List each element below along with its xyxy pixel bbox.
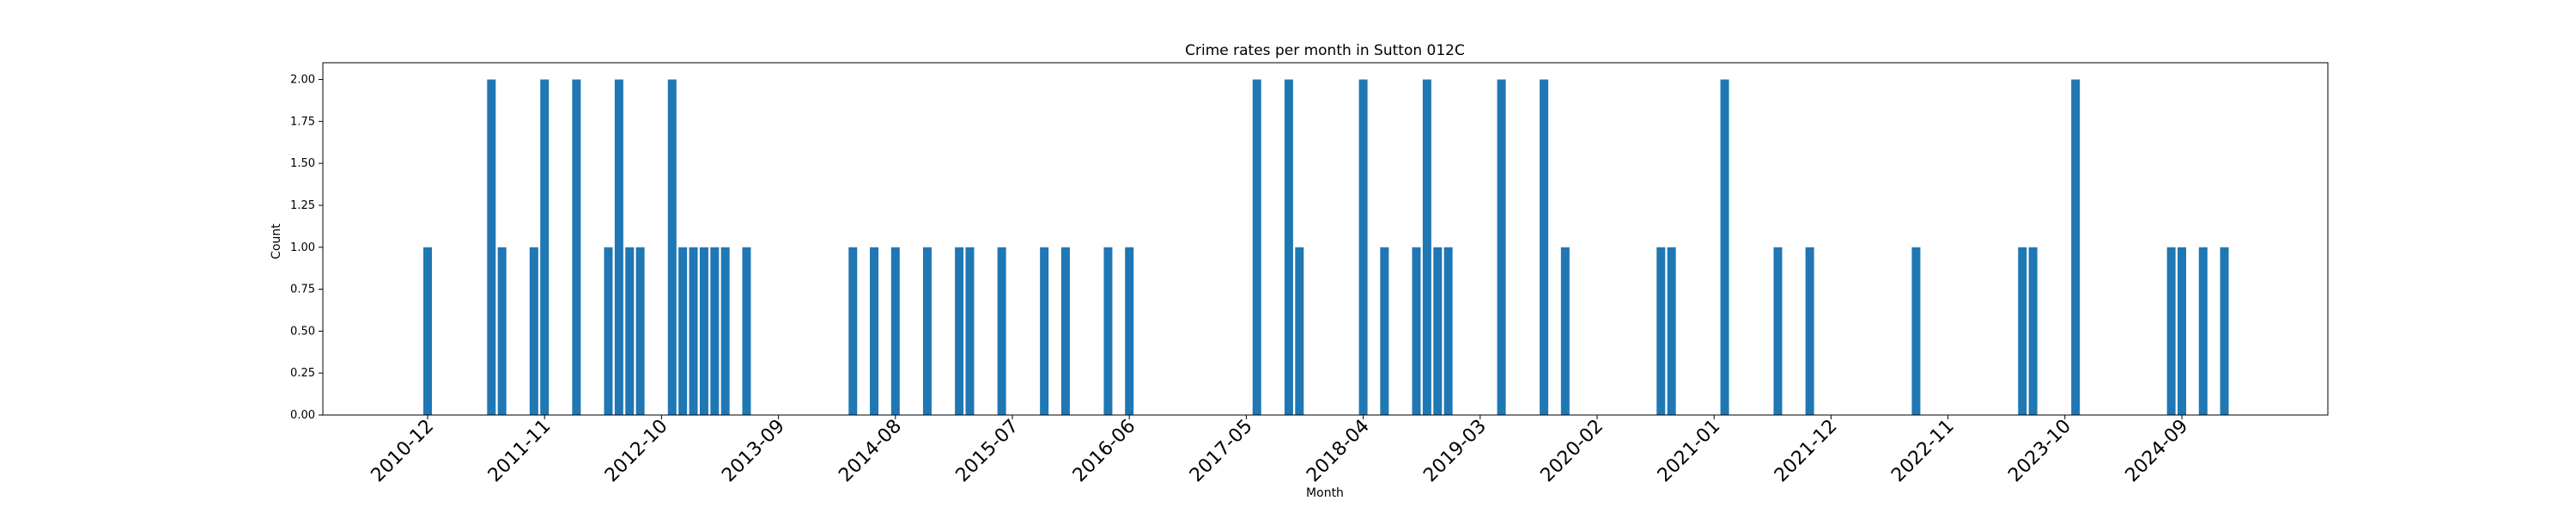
bar-2012-05 <box>604 247 613 415</box>
bar-2016-06 <box>1125 247 1134 415</box>
bars-group <box>423 79 2229 416</box>
bar-2013-02 <box>699 247 708 415</box>
x-tick-label: 2014-08 <box>835 416 906 487</box>
x-tick-label: 2013-09 <box>718 416 789 487</box>
bar-2023-06 <box>2018 247 2027 415</box>
bar-2018-04 <box>1358 79 1368 416</box>
bar-2011-10 <box>529 247 538 415</box>
bar-2018-09 <box>1412 247 1421 415</box>
y-tick-label: 1.00 <box>290 241 315 254</box>
y-tick-label: 0.75 <box>290 284 315 296</box>
x-tick-label: 2023-10 <box>2004 416 2075 487</box>
bar-2012-02 <box>572 79 581 416</box>
bar-2017-10 <box>1295 247 1304 415</box>
bar-2014-04 <box>848 247 858 415</box>
bar-2011-11 <box>540 79 550 416</box>
bar-2023-07 <box>2028 247 2038 415</box>
bar-2012-08 <box>635 247 645 415</box>
x-tick-label: 2021-01 <box>1654 416 1725 487</box>
bar-2022-08 <box>1911 247 1921 415</box>
bar-2019-11 <box>1560 247 1570 415</box>
bar-2016-04 <box>1103 247 1113 415</box>
bar-2023-11 <box>2071 79 2081 416</box>
bar-2015-12 <box>1060 247 1070 415</box>
bar-2012-07 <box>625 247 635 415</box>
y-tick-label: 1.50 <box>290 157 315 170</box>
y-axis-label: Count <box>270 223 283 260</box>
y-tick-label: 1.25 <box>290 199 315 212</box>
bar-2011-07 <box>497 247 507 415</box>
bar-2015-06 <box>997 247 1006 415</box>
x-tick-label: 2016-06 <box>1069 416 1140 487</box>
chart-title: Crime rates per month in Sutton 012C <box>1185 42 1465 59</box>
bar-2010-12 <box>423 247 432 415</box>
bar-2017-06 <box>1252 79 1261 416</box>
bar-2019-05 <box>1497 79 1506 416</box>
y-tick-label: 0.00 <box>290 409 315 422</box>
bar-2024-08 <box>2166 247 2176 415</box>
x-axis-ticks: 2010-12 2011-11 2012-10 2013-09 2014-08 2015-… <box>368 415 2193 487</box>
bar-2025-01 <box>2220 247 2229 415</box>
bar-2015-02 <box>955 247 964 415</box>
bar-2024-09 <box>2178 247 2186 415</box>
x-tick-label: 2020-02 <box>1537 416 1608 487</box>
bar-2018-06 <box>1380 247 1389 415</box>
x-tick-label: 2017-05 <box>1186 416 1257 487</box>
bar-2014-08 <box>890 247 900 415</box>
x-tick-label: 2012-10 <box>601 416 672 487</box>
bar-2018-11 <box>1433 247 1443 415</box>
bar-2018-10 <box>1422 79 1431 416</box>
bar-2015-10 <box>1040 247 1049 415</box>
bar-2013-01 <box>689 247 698 415</box>
x-tick-label: 2018-04 <box>1303 416 1374 487</box>
bar-2011-06 <box>487 79 496 416</box>
bar-2013-03 <box>710 247 720 415</box>
bar-2024-11 <box>2198 247 2208 415</box>
bar-2012-11 <box>667 79 677 416</box>
bar-2014-06 <box>870 247 879 415</box>
x-tick-label: 2015-07 <box>952 416 1024 487</box>
bar-2021-02 <box>1720 79 1729 416</box>
y-tick-label: 1.75 <box>290 115 315 128</box>
bar-2018-12 <box>1443 247 1453 415</box>
bar-2012-12 <box>678 247 688 415</box>
bar-2013-06 <box>742 247 751 415</box>
x-tick-label: 2022-11 <box>1887 416 1959 487</box>
bar-2019-09 <box>1540 79 1549 416</box>
x-tick-label: 2010-12 <box>368 416 439 487</box>
bar-2012-06 <box>614 79 623 416</box>
bar-2015-03 <box>965 247 975 415</box>
x-axis-label: Month <box>1306 486 1344 500</box>
bar-2013-04 <box>720 247 730 415</box>
x-tick-label: 2019-03 <box>1419 416 1491 487</box>
y-tick-label: 2.00 <box>290 74 315 87</box>
y-tick-label: 0.50 <box>290 325 315 338</box>
x-tick-label: 2021-12 <box>1771 416 1842 487</box>
y-axis-ticks: 0.00 0.25 0.50 0.75 1.00 1.25 1.50 1.75 2.00 <box>290 74 323 422</box>
x-tick-label: 2011-11 <box>484 416 556 487</box>
bar-2021-10 <box>1805 247 1814 415</box>
plot-frame <box>322 62 2329 416</box>
bar-2014-11 <box>922 247 932 415</box>
bar-2017-09 <box>1284 79 1293 416</box>
bar-2020-09 <box>1667 247 1676 415</box>
x-tick-label: 2024-09 <box>2122 416 2193 487</box>
bar-2021-07 <box>1773 247 1783 415</box>
bar-2020-08 <box>1656 247 1666 415</box>
y-tick-label: 0.25 <box>290 367 315 380</box>
